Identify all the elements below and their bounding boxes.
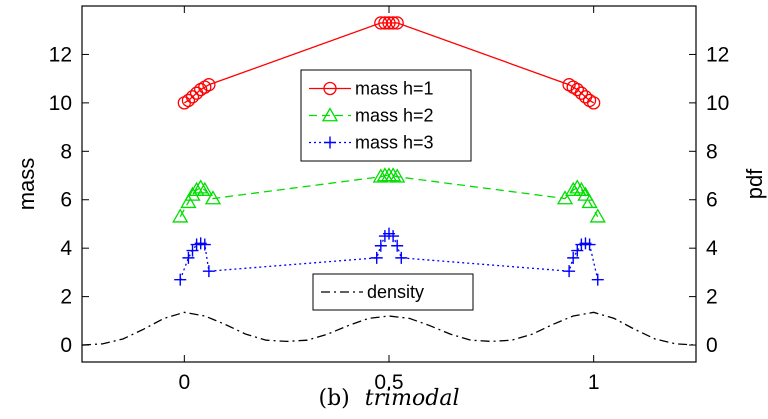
y-tick-label: 10 <box>49 92 72 115</box>
y-tick-label: 0 <box>60 334 72 357</box>
y-tick-label: 4 <box>60 237 72 260</box>
mass-h-3-point <box>182 251 195 264</box>
mass-h-2-point <box>172 208 189 223</box>
mass-h-1-point <box>570 82 584 97</box>
legend-group: mass h=1 mass h=2 mass h=3 density <box>300 69 474 311</box>
y2-tick-label: 4 <box>706 237 718 260</box>
mass-h-3-point <box>395 251 408 264</box>
mass-h-2-point <box>565 181 582 196</box>
y2-tick-label: 10 <box>706 92 729 115</box>
y-tick-label: 2 <box>60 286 72 309</box>
mass-series-group <box>172 16 606 286</box>
caption-prefix: (b) <box>319 386 350 411</box>
mass-h-3-point <box>387 230 400 243</box>
mass-h-2-line <box>179 174 599 218</box>
mass-h-2-point <box>384 167 402 182</box>
mass-h-1-point <box>202 78 216 92</box>
mass-h-2-point <box>196 181 213 196</box>
mass-h-3-point <box>571 244 584 257</box>
mass-h-3-point <box>583 238 596 251</box>
mass-h-3-point <box>198 238 211 251</box>
mass-h-2-point <box>184 186 201 201</box>
chart-caption: (b) trimodal <box>319 386 460 411</box>
x-tick-label: 0 <box>178 371 190 394</box>
mass-h-1-point <box>185 90 200 104</box>
y-tick-label: 8 <box>60 140 72 163</box>
mass-h-2-point <box>188 181 205 196</box>
mass-h-2-point <box>589 208 606 223</box>
mass-h-3-point <box>391 239 404 252</box>
mass-h-3-point <box>202 265 215 278</box>
y2-axis-label: pdf <box>742 168 767 199</box>
y-axis-label: mass <box>14 158 39 211</box>
mass-h-3-point <box>174 273 187 286</box>
mass-h-3-line <box>179 232 599 280</box>
mass-h-1-point <box>574 86 589 100</box>
mass-h-1-point <box>386 16 400 30</box>
mass-h-1-point <box>587 96 601 110</box>
mass-h-2-point <box>556 190 574 205</box>
mass-h-1-point <box>181 93 196 108</box>
mass-h-2-point <box>180 193 197 209</box>
caption-title: trimodal <box>365 386 460 411</box>
y-tick-label: 12 <box>49 43 72 66</box>
y2-tick-label: 0 <box>706 334 718 357</box>
legend-label: density <box>367 282 424 302</box>
x-tick-label: 0.5 <box>374 371 403 394</box>
mass-h-3-point <box>370 251 383 264</box>
legend-label: mass h=3 <box>355 133 434 153</box>
y2-tick-label: 8 <box>706 140 718 163</box>
y-tick-label: 6 <box>60 189 72 212</box>
density-line <box>82 311 696 346</box>
mass-h-2-point <box>192 179 209 194</box>
mass-h-2-point <box>581 193 598 209</box>
y2-tick-label: 12 <box>706 43 729 66</box>
y2-tick-label: 2 <box>706 286 718 309</box>
mass-h-3-point <box>186 244 199 257</box>
mass-h-3-point <box>591 273 604 286</box>
mass-h-1-point <box>390 16 404 30</box>
y2-tick-label: 6 <box>706 189 718 212</box>
mass-h-3-point <box>374 239 387 252</box>
mass-h-1-point <box>382 16 396 30</box>
legend-mass: mass h=1 mass h=2 mass h=3 <box>300 69 472 162</box>
legend-label: mass h=1 <box>355 79 434 99</box>
legend-density: density <box>312 273 474 311</box>
legend-marker <box>324 136 336 149</box>
legend-marker <box>321 107 339 122</box>
legend-label: mass h=2 <box>355 106 434 126</box>
mass-h-2-point <box>204 190 222 205</box>
mass-h-3-point <box>563 265 576 278</box>
mass-h-2-point <box>389 168 406 183</box>
mass-h-2-point <box>569 179 586 194</box>
x-tick-label: 1 <box>588 371 600 394</box>
density-series-group <box>82 311 696 346</box>
legend-density-box <box>312 273 474 311</box>
legend-marker <box>323 81 337 96</box>
mass-h-3-point <box>567 251 580 264</box>
mass-h-2-point <box>577 186 594 201</box>
